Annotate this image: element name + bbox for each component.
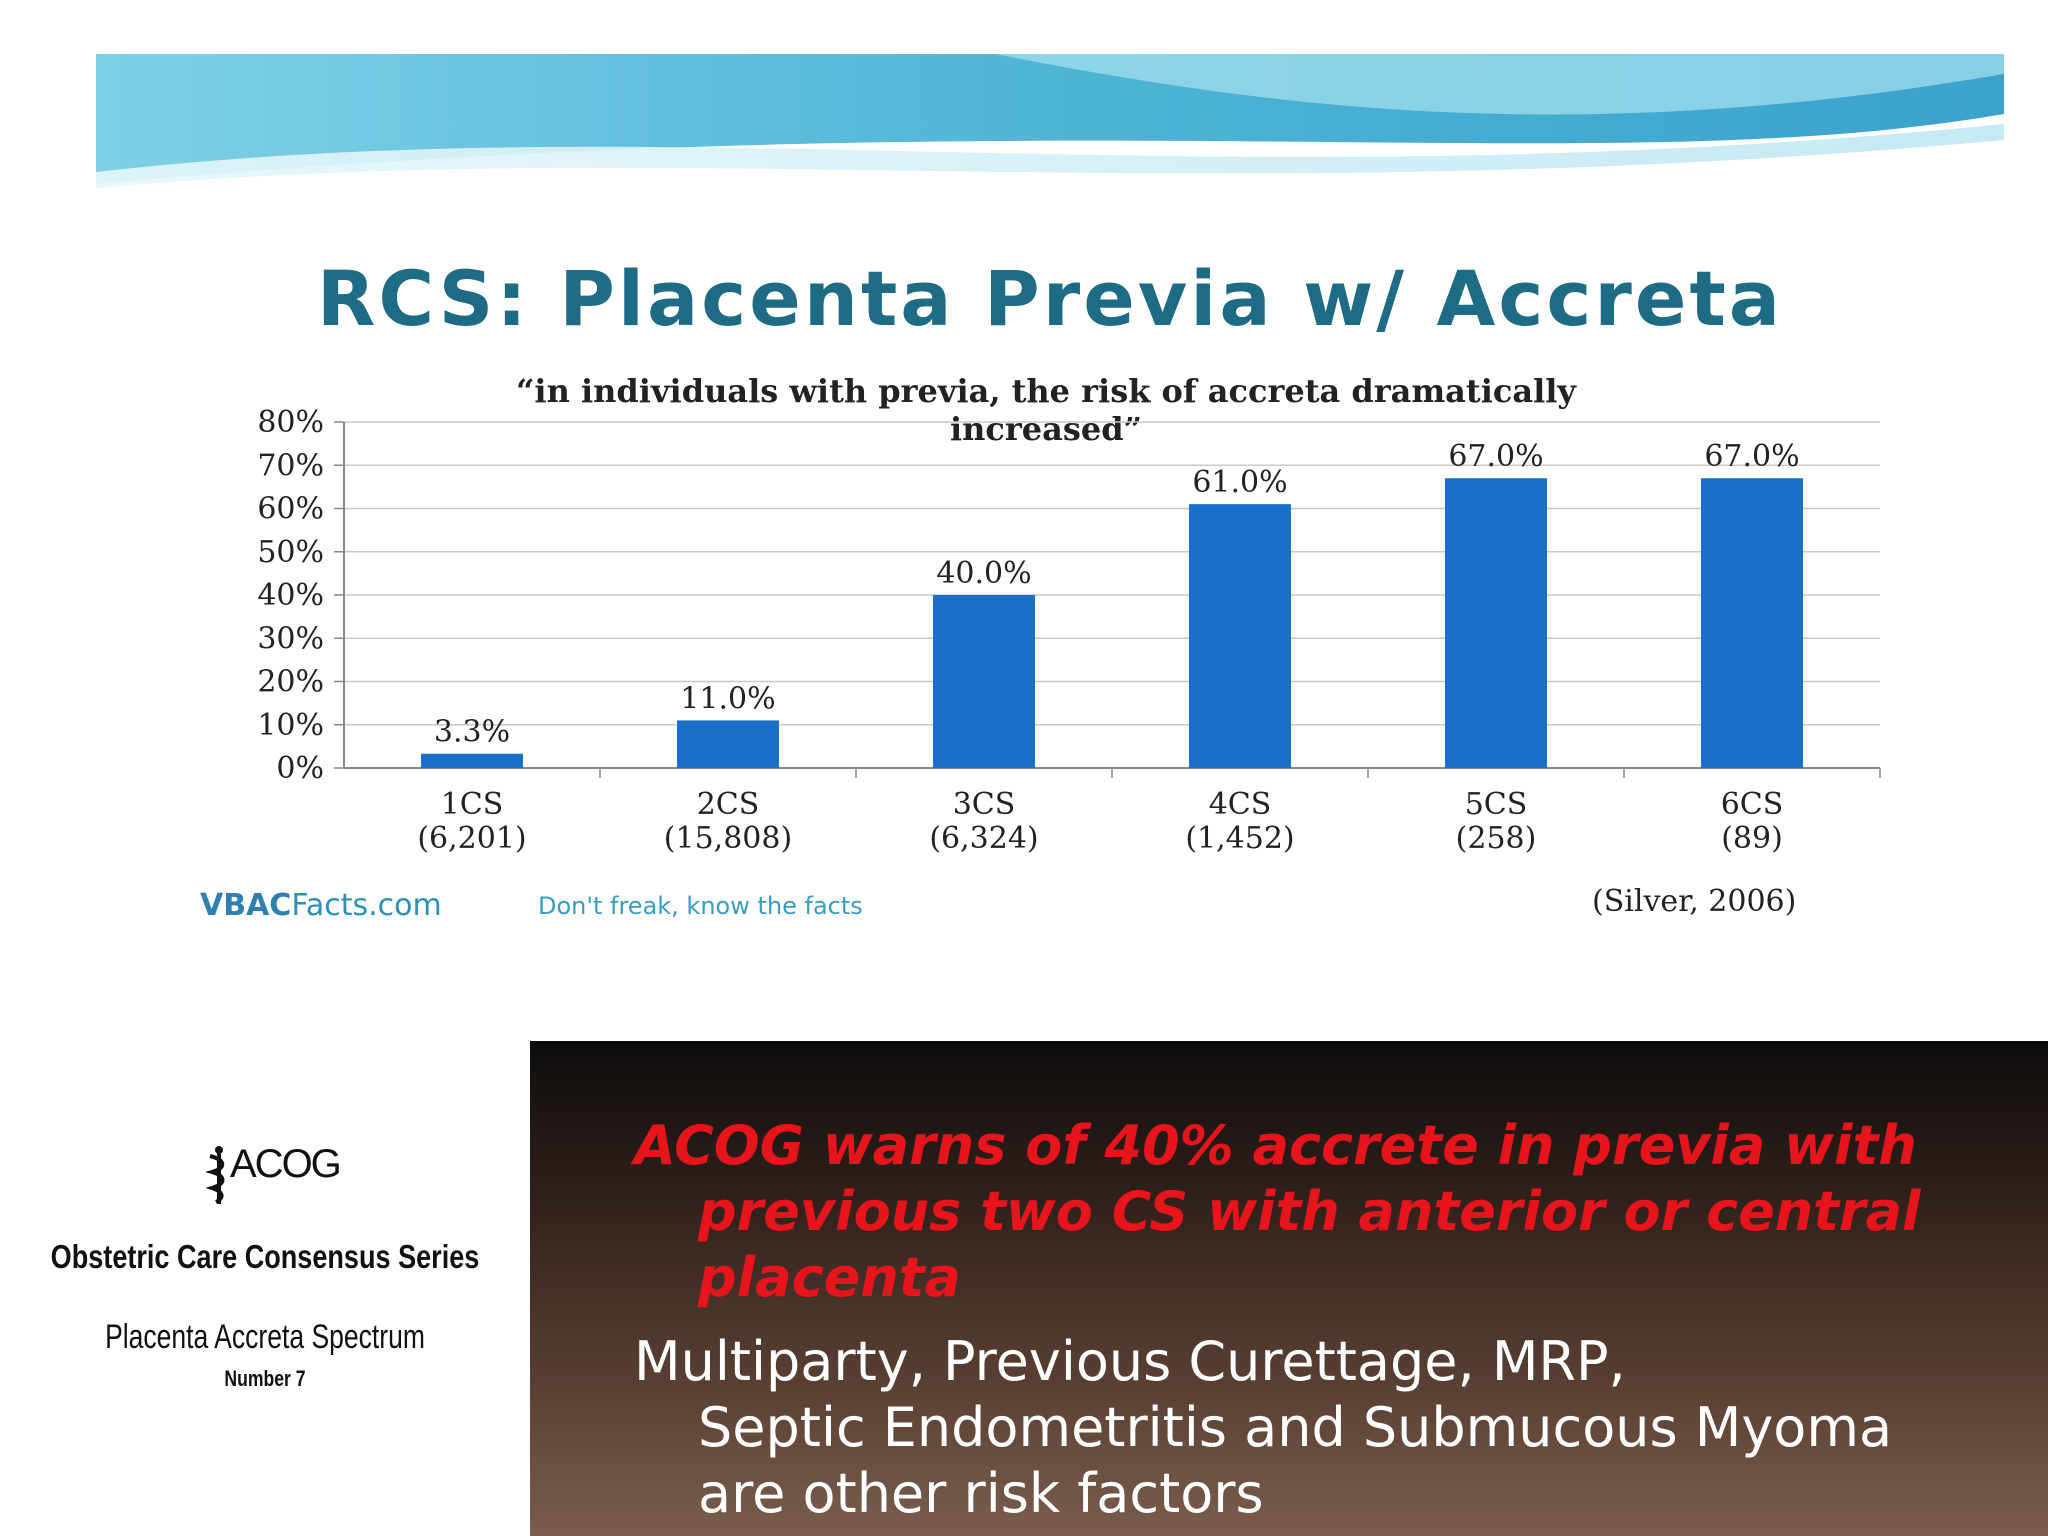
y-tick-label: 70%	[257, 448, 324, 483]
x-category-count: (15,808)	[664, 821, 792, 856]
citation: (Silver, 2006)	[1592, 884, 1797, 919]
x-category-label: 5CS	[1465, 787, 1528, 822]
x-category-count: (258)	[1456, 821, 1537, 856]
acog-document-number: Number 7	[224, 1366, 306, 1391]
data-label: 11.0%	[680, 681, 775, 716]
bar-5cs	[1445, 478, 1547, 768]
wave-banner	[96, 54, 2004, 204]
acog-caduceus-icon	[206, 1146, 225, 1204]
acog-series-title: Obstetric Care Consensus Series	[50, 1238, 480, 1275]
risk-line-3: are other risk factors	[698, 1462, 1264, 1525]
data-label: 40.0%	[936, 556, 1031, 591]
warning-line-2: previous two CS with anterior or central	[698, 1180, 1921, 1243]
x-category-label: 1CS	[441, 787, 504, 822]
x-category-count: (1,452)	[1185, 821, 1294, 856]
y-tick-label: 60%	[257, 492, 324, 527]
x-category-label: 6CS	[1721, 787, 1784, 822]
text-panel: ACOG warns of 40% accrete in previa with…	[530, 1041, 2048, 1536]
x-category-label: 3CS	[953, 787, 1016, 822]
brand-strong: VBAC	[200, 888, 292, 923]
risk-line-2: Septic Endometritis and Submucous Myoma	[698, 1396, 1893, 1459]
data-label: 67.0%	[1448, 439, 1543, 474]
x-category-label: 2CS	[697, 787, 760, 822]
risk-line-1: Multiparty, Previous Curettage, MRP,	[634, 1330, 1626, 1393]
y-tick-label: 0%	[276, 751, 324, 786]
bar-chart: 0% 10% 20% 30% 40% 50% 60% 70% 80% 3.3% 1CS(6,201)…	[257, 405, 1881, 856]
x-category-count: (89)	[1721, 821, 1783, 856]
warning-line-1: ACOG warns of 40% accrete in previa with	[634, 1114, 1917, 1177]
bar-6cs	[1701, 478, 1803, 768]
bar-4cs	[1189, 504, 1291, 768]
brand-tagline: Don't freak, know the facts	[538, 892, 863, 920]
acog-cover: ACOG Obstetric Care Consensus Series Pla…	[0, 1040, 530, 1536]
y-tick-label: 80%	[257, 405, 324, 440]
y-tick-label: 40%	[257, 578, 324, 613]
warning-line-3: placenta	[698, 1246, 961, 1309]
x-category-count: (6,201)	[417, 821, 526, 856]
chart-subtitle-line1: “in individuals with previa, the risk of…	[516, 372, 1576, 410]
brand-rest: Facts.com	[291, 888, 442, 923]
bar-3cs	[933, 595, 1035, 768]
acog-warning-paragraph: ACOG warns of 40% accrete in previa with…	[634, 1113, 2014, 1311]
data-label: 61.0%	[1192, 465, 1287, 500]
y-tick-label: 10%	[257, 708, 324, 743]
bar-1cs	[421, 753, 523, 768]
x-category-count: (6,324)	[929, 821, 1038, 856]
risk-factors-paragraph: Multiparty, Previous Curettage, MRP, Sep…	[634, 1329, 2014, 1527]
chart-subtitle: “in individuals with previa, the risk of…	[346, 372, 1746, 448]
vbacfacts-brand: VBACFacts.com	[200, 888, 442, 923]
data-label: 67.0%	[1704, 439, 1799, 474]
x-category-label: 4CS	[1209, 787, 1272, 822]
chart-title: RCS: Placenta Previa w/ Accreta	[316, 254, 1784, 343]
acog-document-title: Placenta Accreta Spectrum	[105, 1318, 425, 1356]
y-tick-label: 50%	[257, 535, 324, 570]
acog-logo-text: ACOG	[230, 1142, 342, 1186]
y-tick-label: 20%	[257, 665, 324, 700]
bar-2cs	[677, 720, 779, 768]
data-label: 3.3%	[434, 715, 510, 750]
acog-logo: ACOG	[206, 1140, 342, 1220]
y-tick-label: 30%	[257, 621, 324, 656]
chart-slide-image: RCS: Placenta Previa w/ Accreta “in indi…	[96, 54, 2004, 942]
chart-subtitle-line2: increased”	[949, 410, 1142, 448]
